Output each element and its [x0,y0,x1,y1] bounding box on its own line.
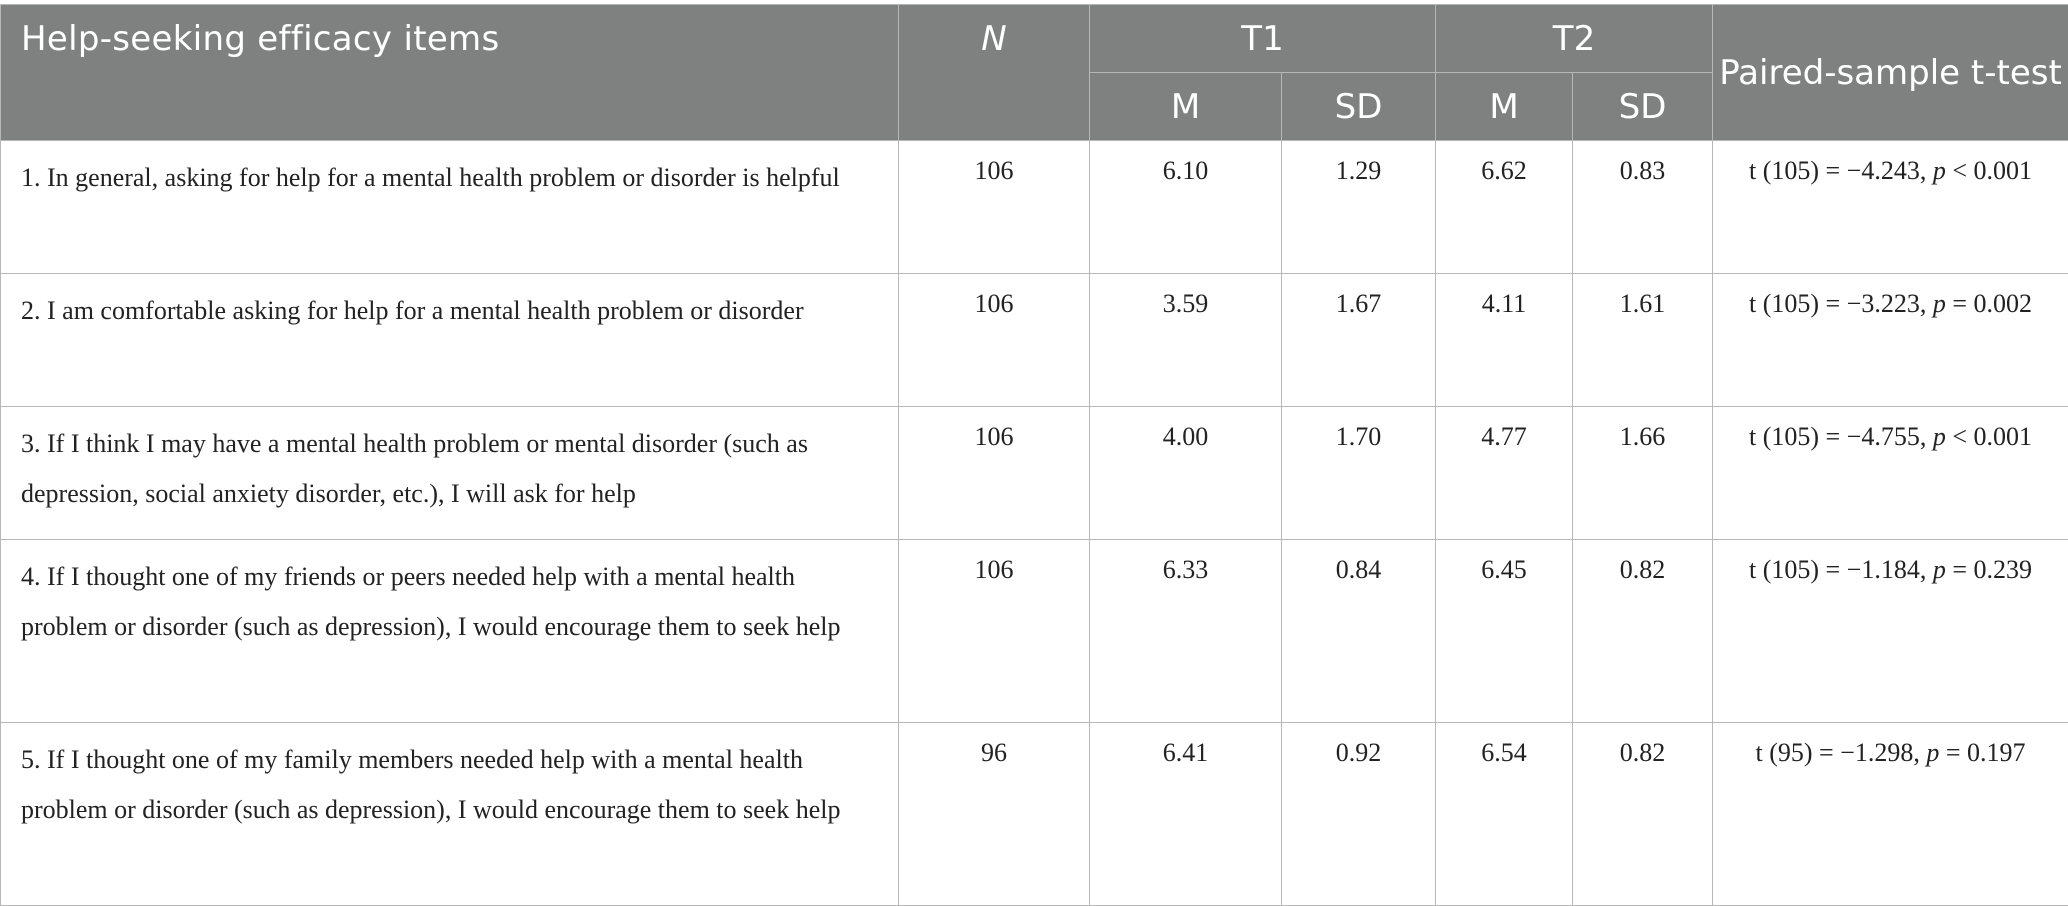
header-t1: T1 [1090,5,1436,73]
n-value: 96 [899,723,1090,906]
item-text: 1. In general, asking for help for a men… [1,141,899,274]
item-text: 3. If I think I may have a mental health… [1,407,899,540]
item-text: 5. If I thought one of my family members… [1,723,899,906]
p-symbol: p [1933,156,1946,185]
p-symbol: p [1933,555,1946,584]
t2-mean: 6.54 [1436,723,1573,906]
t-test-stat: t (105) = −4.243, [1749,156,1933,185]
t1-sd: 1.29 [1282,141,1436,274]
t1-mean: 6.41 [1090,723,1282,906]
t1-mean: 6.33 [1090,540,1282,723]
table-header: Help-seeking efficacy items N T1 T2 Pair… [1,5,2068,141]
table-row: 4. If I thought one of my friends or pee… [1,540,2068,723]
t1-sd: 1.67 [1282,274,1436,407]
t-test-result: t (105) = −1.184, p = 0.239 [1713,540,2068,723]
t-test-stat: t (105) = −1.184, [1749,555,1933,584]
t-test-result: t (95) = −1.298, p = 0.197 [1713,723,2068,906]
t1-mean: 6.10 [1090,141,1282,274]
t1-sd: 0.92 [1282,723,1436,906]
p-value: < 0.001 [1946,156,2032,185]
t-test-result: t (105) = −3.223, p = 0.002 [1713,274,2068,407]
p-value: = 0.197 [1939,738,2025,767]
header-paired-t-test: Paired-sample t-test [1713,5,2068,141]
header-t2-sd: SD [1573,73,1713,141]
table-row: 1. In general, asking for help for a men… [1,141,2068,274]
p-symbol: p [1933,422,1946,451]
item-text: 4. If I thought one of my friends or pee… [1,540,899,723]
t2-sd: 0.83 [1573,141,1713,274]
header-t1-sd: SD [1282,73,1436,141]
t2-sd: 0.82 [1573,540,1713,723]
t2-sd: 1.66 [1573,407,1713,540]
t2-mean: 4.11 [1436,274,1573,407]
t1-mean: 3.59 [1090,274,1282,407]
header-n: N [899,5,1090,141]
p-value: < 0.001 [1946,422,2032,451]
t1-mean: 4.00 [1090,407,1282,540]
t-test-result: t (105) = −4.755, p < 0.001 [1713,407,2068,540]
results-table: Help-seeking efficacy items N T1 T2 Pair… [0,4,2068,906]
t2-mean: 4.77 [1436,407,1573,540]
table-row: 2. I am comfortable asking for help for … [1,274,2068,407]
table-row: 5. If I thought one of my family members… [1,723,2068,906]
t1-sd: 0.84 [1282,540,1436,723]
t2-sd: 0.82 [1573,723,1713,906]
n-value: 106 [899,274,1090,407]
t2-mean: 6.62 [1436,141,1573,274]
p-value: = 0.002 [1946,289,2032,318]
t2-sd: 1.61 [1573,274,1713,407]
header-t2-m: M [1436,73,1573,141]
header-items: Help-seeking efficacy items [1,5,899,141]
t-test-result: t (105) = −4.243, p < 0.001 [1713,141,2068,274]
item-text: 2. I am comfortable asking for help for … [1,274,899,407]
header-t2: T2 [1436,5,1713,73]
t-test-stat: t (105) = −4.755, [1749,422,1933,451]
t1-sd: 1.70 [1282,407,1436,540]
n-value: 106 [899,407,1090,540]
n-value: 106 [899,141,1090,274]
p-symbol: p [1933,289,1946,318]
p-symbol: p [1926,738,1939,767]
table-row: 3. If I think I may have a mental health… [1,407,2068,540]
p-value: = 0.239 [1946,555,2032,584]
table-body: 1. In general, asking for help for a men… [1,141,2068,906]
t2-mean: 6.45 [1436,540,1573,723]
t-test-stat: t (95) = −1.298, [1755,738,1926,767]
t-test-stat: t (105) = −3.223, [1749,289,1933,318]
header-t1-m: M [1090,73,1282,141]
n-value: 106 [899,540,1090,723]
